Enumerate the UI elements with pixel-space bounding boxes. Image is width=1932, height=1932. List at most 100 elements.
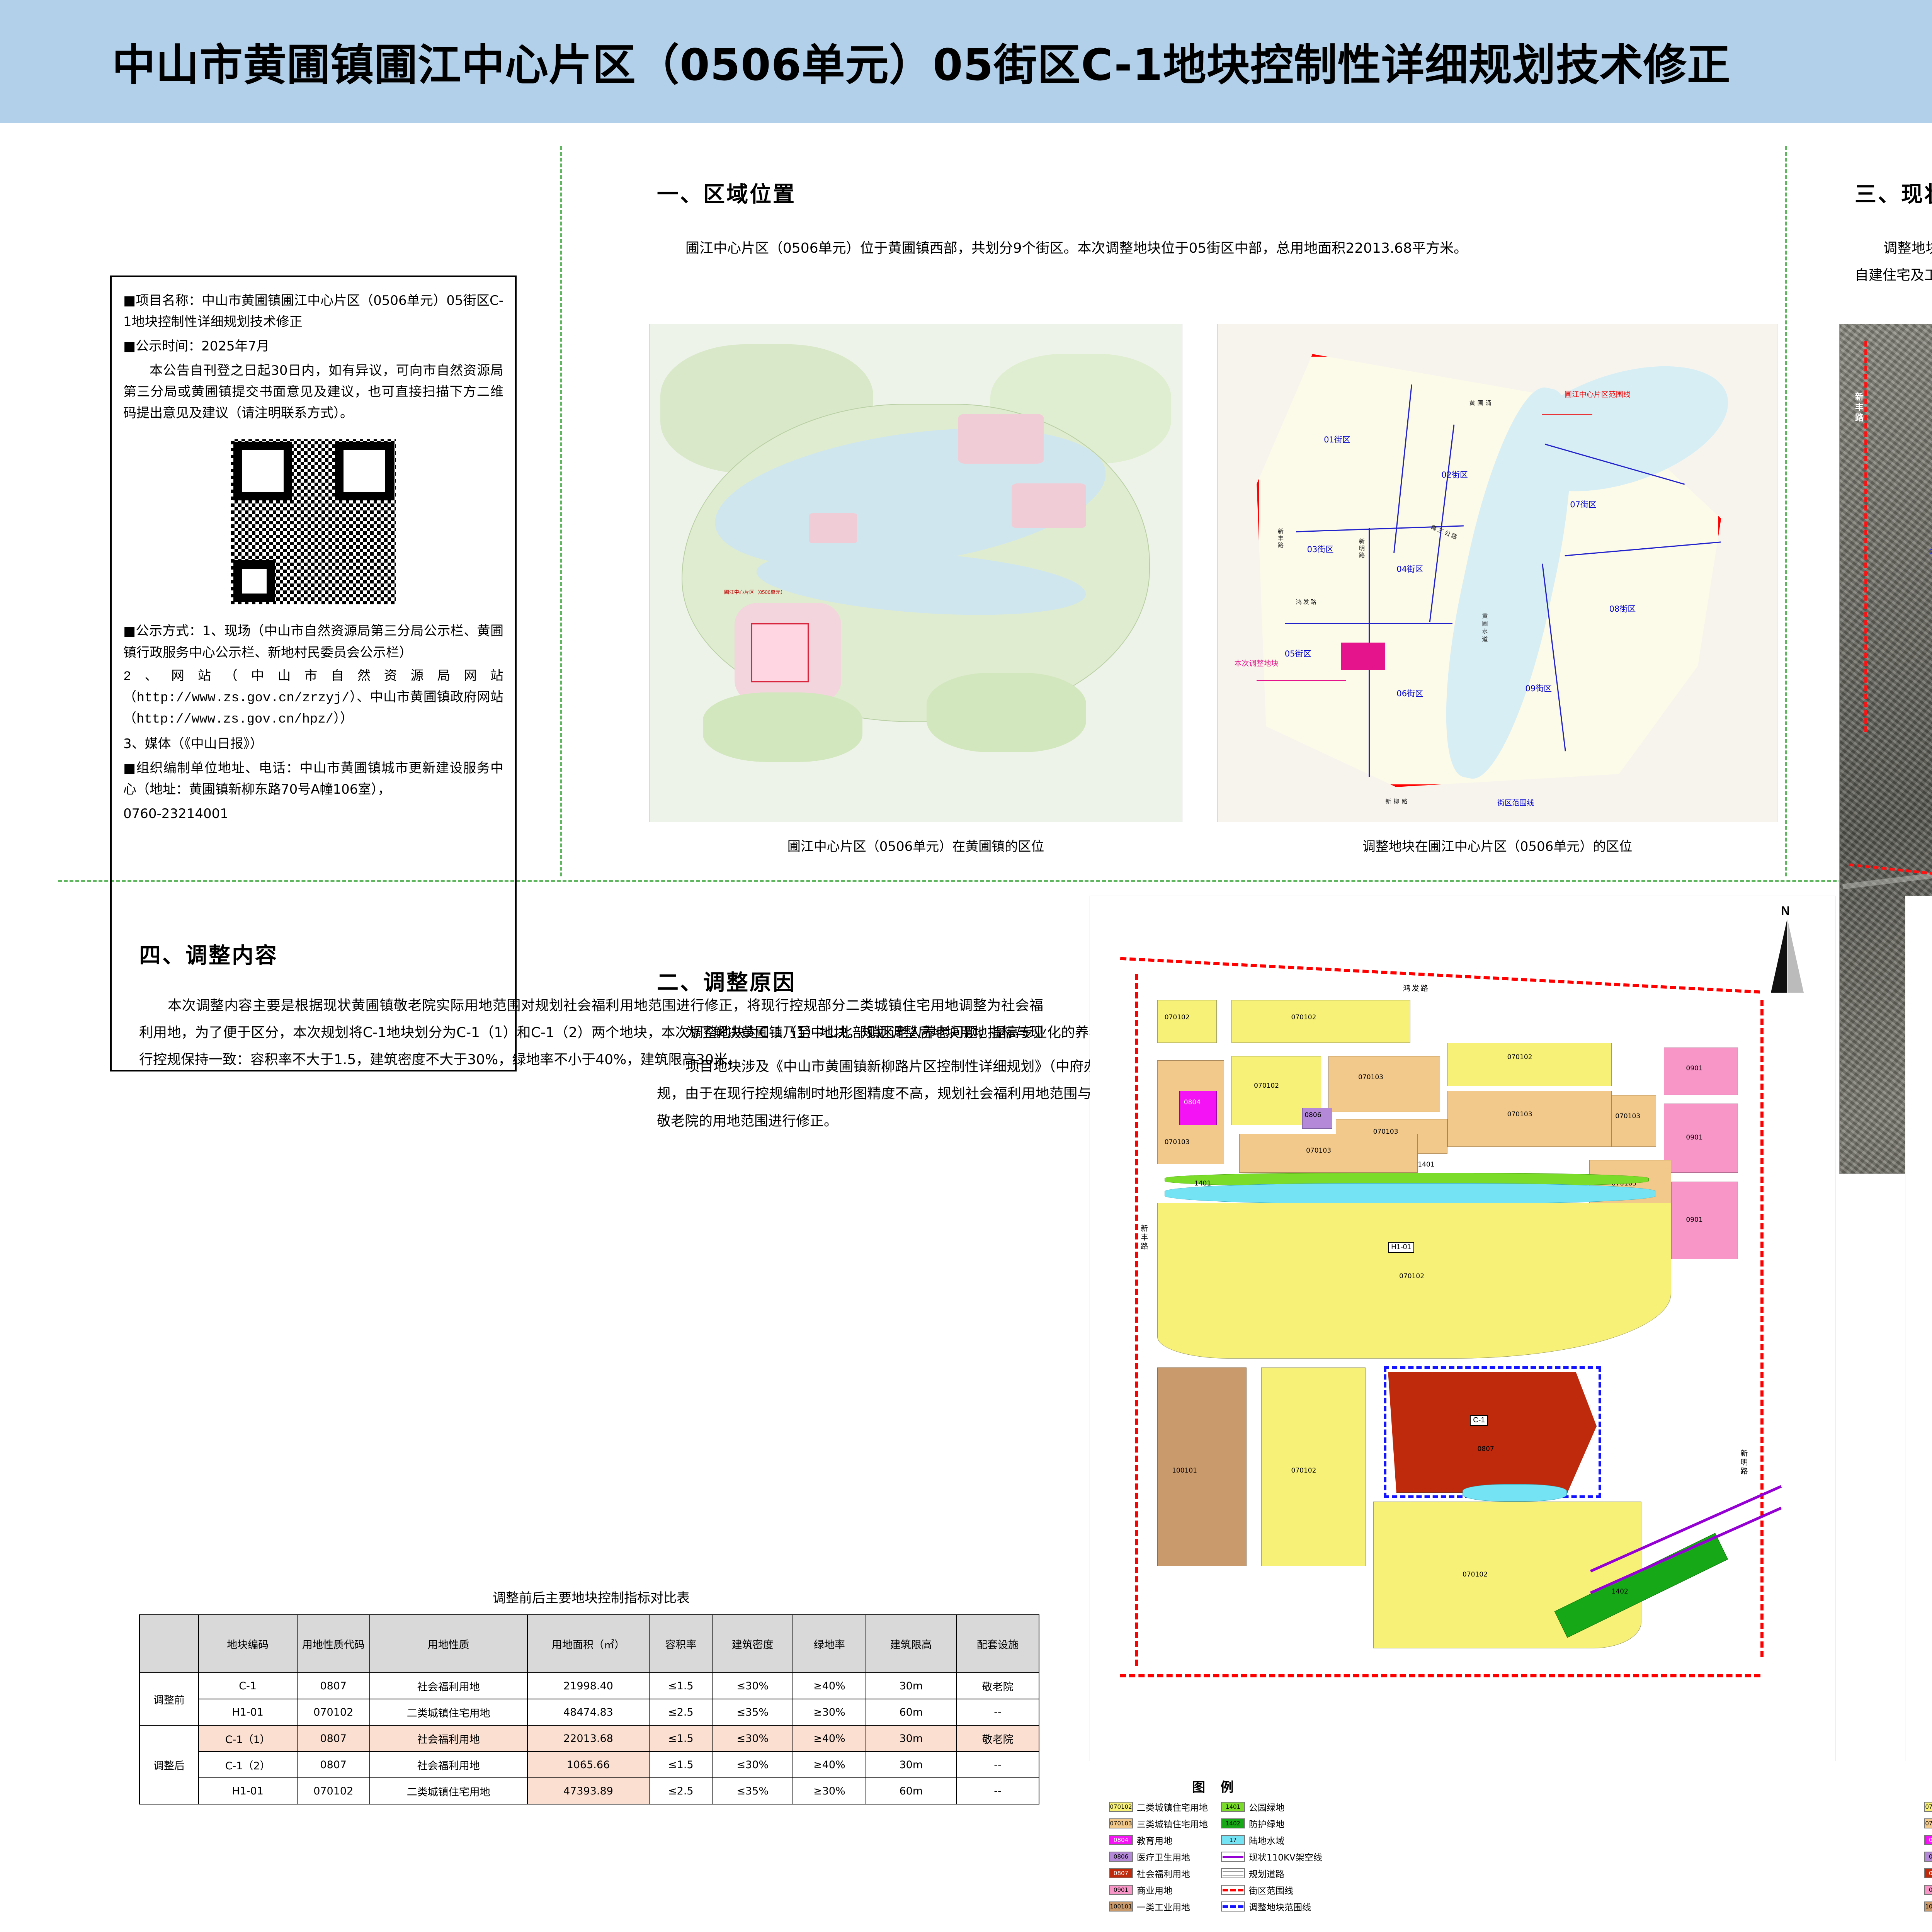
cell-density: ≤30% (712, 1751, 794, 1778)
table-row: H1-01 070102 二类城镇住宅用地 47393.89 ≤2.5 ≤35%… (139, 1777, 1040, 1804)
legend-title-before: 图 例 (1192, 1780, 1239, 1795)
compass-north-label: N (1781, 904, 1790, 918)
poster-body: ■项目名称：中山市黄圃镇圃江中心片区（0506单元）05街区C-1地块控制性详细… (0, 123, 1932, 1919)
group-label-after: 调整后 (139, 1725, 199, 1804)
legend-swatch-0901: 0901 (1109, 1885, 1133, 1895)
table-body: 调整前 C-1 0807 社会福利用地 21998.40 ≤1.5 ≤30% ≥… (139, 1672, 1040, 1804)
th-group (139, 1614, 199, 1673)
cell-far: ≤2.5 (649, 1777, 713, 1804)
divider-vertical-left (560, 146, 562, 876)
legend-title-after: 图 例 (1924, 1777, 1932, 1796)
block-location-map[interactable]: 01街区 02街区 03街区 04街区 05街区 06街区 07街区 08街区 … (1217, 324, 1777, 822)
cell-facility: 敬老院 (956, 1725, 1040, 1752)
publish-method-2: 2、网站（中山市自然资源局网站（http://www.zs.gov.cn/zrz… (123, 669, 503, 727)
legend-item: 1402 防护绿地 (1221, 1817, 1322, 1830)
page-title: 中山市黄圃镇圃江中心片区（0506单元）05街区C-1地块控制性详细规划技术修正 (112, 40, 1731, 90)
block-range-boundary-left (1864, 341, 1867, 732)
road-label-xinming: 新明路 (1358, 538, 1365, 559)
legend-swatch-parcel-boundary (1221, 1901, 1245, 1912)
block-label-07: 07街区 (1570, 500, 1597, 509)
cell-far: ≤1.5 (649, 1672, 713, 1699)
th-far: 容积率 (649, 1614, 713, 1673)
cell-far: ≤1.5 (649, 1751, 713, 1778)
legend-swatch-070102: 070102 (1109, 1802, 1133, 1812)
legend-label: 社会福利用地 (1137, 1869, 1190, 1879)
plan-map-after[interactable]: 070102 070102 070102 070103 070102 07010… (1905, 896, 1932, 1761)
legend-swatch-0806: 0806 (1109, 1852, 1133, 1862)
legend-swatch-0807: 0807 (1109, 1868, 1133, 1878)
section-4-paragraph: 本次调整内容主要是根据现状黄圃镇敬老院实际用地范围对规划社会福利用地范围进行修正… (139, 998, 1043, 1068)
divider-vertical-right (1785, 146, 1787, 876)
page-header: 中山市黄圃镇圃江中心片区（0506单元）05街区C-1地块控制性详细规划技术修正… (0, 0, 1932, 123)
table-row: H1-01 070102 二类城镇住宅用地 48474.83 ≤2.5 ≤35%… (139, 1699, 1040, 1726)
legend-label: 教育用地 (1137, 1836, 1172, 1846)
section-3-paragraph: 调整地块现状为黄圃镇敬老院，地块西侧为现状道路，东侧为新地卫生服务站，南侧为荔园… (1855, 240, 1932, 284)
cell-green: ≥40% (793, 1672, 866, 1699)
cell-far: ≤1.5 (649, 1725, 713, 1752)
legend-label: 一类工业用地 (1137, 1903, 1190, 1913)
organizing-unit-line: ■组织编制单位地址、电话：中山市黄圃镇城市更新建设服务中心（地址：黄圃镇新柳东路… (123, 758, 503, 800)
adjustment-site-patch (1340, 643, 1386, 670)
qr-code[interactable] (225, 434, 401, 610)
th-parcel-code: 地块编码 (198, 1614, 298, 1673)
th-height-limit: 建筑限高 (865, 1614, 957, 1673)
organizing-unit-label: ■组织编制单位地址、电话： (123, 760, 300, 776)
cell-density: ≤30% (712, 1725, 794, 1752)
legend-label: 陆地水域 (1249, 1836, 1284, 1846)
section-2-heading: 二、调整原因 (657, 970, 796, 995)
boundary-leader-line (1542, 413, 1593, 415)
block-label-04: 04街区 (1396, 565, 1423, 574)
cell-green: ≥40% (793, 1725, 866, 1752)
legend-swatch-100101: 100101 (1109, 1901, 1133, 1912)
legend-swatch-1402: 1402 (1221, 1818, 1245, 1828)
th-green-rate: 绿地率 (793, 1614, 866, 1673)
th-density: 建筑密度 (712, 1614, 794, 1673)
notice-paragraph-1: 本公告自刊登之日起30日内，如有异议，可向市自然资源局第三分局或黄圃镇提交书面意… (123, 363, 503, 421)
legend-item: 调整地块范围线 (1221, 1900, 1322, 1913)
region-location-map[interactable]: 圃江中心片区（0506单元） (649, 324, 1182, 822)
cell-green: ≥40% (793, 1751, 866, 1778)
legend-swatch-0804: 0804 (1924, 1835, 1932, 1845)
public-notice-box: ■项目名称：中山市黄圃镇圃江中心片区（0506单元）05街区C-1地块控制性详细… (110, 276, 517, 1071)
section-1-paragraph: 圃江中心片区（0506单元）位于黄圃镇西部，共划分9个街区。本次调整地块位于05… (685, 240, 1468, 256)
legend-label: 调整地块范围线 (1249, 1903, 1311, 1913)
annotation-site: 本次调整地块 (1930, 545, 1932, 557)
legend-before: 图 例 070102 二类城镇住宅用地 070103 三类城镇住宅用地 0804 教育… (1109, 1777, 1322, 1913)
legend-item: 现状110KV架空线 (1221, 1850, 1322, 1863)
publish-time-line: ■公示时间：2025年7月 (123, 336, 503, 357)
block-label-05: 05街区 (1284, 649, 1311, 659)
publish-method-line: ■公示方式：1、现场（中山市自然资源局第三分局公示栏、黄圃镇行政服务中心公示栏、… (123, 621, 503, 663)
legend-swatch-100101: 100101 (1924, 1901, 1932, 1912)
cell-land-area: 47393.89 (527, 1777, 650, 1804)
legend-swatch-17: 17 (1221, 1835, 1245, 1845)
cell-parcel-code: H1-01 (198, 1777, 298, 1804)
section-1-heading: 一、区域位置 (657, 182, 796, 207)
group-label-before: 调整前 (139, 1672, 199, 1726)
cell-facility: -- (956, 1777, 1040, 1804)
cell-parcel-code: C-1 (198, 1672, 298, 1699)
legend-label: 现状110KV架空线 (1249, 1853, 1322, 1863)
legend-column-other-before: 1401 公园绿地 1402 防护绿地 17 陆地水域 现状110KV架空线 规划道路… (1221, 1800, 1322, 1913)
th-land-area: 用地面积（㎡） (527, 1614, 650, 1673)
legend-label: 商业用地 (1137, 1886, 1172, 1896)
publish-time-label: ■公示时间： (123, 338, 202, 354)
plan-map-before[interactable]: 070102 070102 070102 070103 070102 07010… (1090, 896, 1835, 1761)
th-landuse-type: 用地性质 (369, 1614, 528, 1673)
cell-facility: 敬老院 (956, 1672, 1040, 1699)
legend-swatch-070103: 070103 (1924, 1818, 1932, 1828)
cell-landuse-type: 社会福利用地 (369, 1672, 528, 1699)
table-row: C-1（2） 0807 社会福利用地 1065.66 ≤1.5 ≤30% ≥40… (139, 1751, 1040, 1778)
cell-height: 30m (865, 1751, 957, 1778)
legend-item: 街区范围线 (1221, 1883, 1322, 1896)
cell-density: ≤35% (712, 1699, 794, 1726)
cell-density: ≤35% (712, 1777, 794, 1804)
legend-label: 街区范围线 (1249, 1886, 1293, 1896)
legend-swatch-planned-road (1221, 1868, 1245, 1878)
road-name-hongfa-before: 鸿发路 (1403, 984, 1430, 993)
project-name-line: ■项目名称：中山市黄圃镇圃江中心片区（0506单元）05街区C-1地块控制性详细… (123, 290, 503, 333)
section-3-heading: 三、现状概况 (1855, 182, 1932, 207)
